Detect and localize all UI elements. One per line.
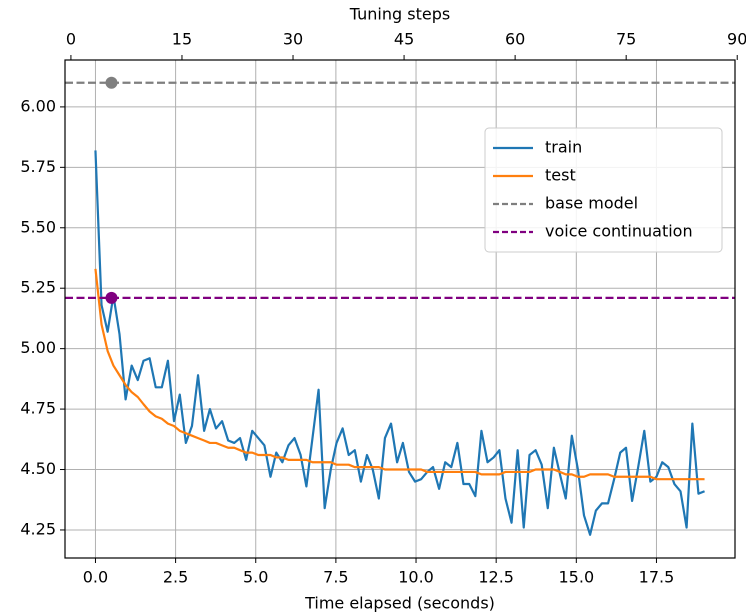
y-tick-label: 5.50 bbox=[20, 217, 56, 236]
x-tick-label: 5.0 bbox=[243, 568, 268, 587]
series-line bbox=[94, 150, 705, 536]
x-tick-label: 17.5 bbox=[639, 568, 675, 587]
y-tick-label: 5.25 bbox=[20, 278, 56, 297]
x-tick-label: 7.5 bbox=[323, 568, 348, 587]
y-tick-label: 6.00 bbox=[20, 96, 56, 115]
x-tick-label: 10.0 bbox=[398, 568, 434, 587]
x2-tick-label: 15 bbox=[172, 30, 192, 49]
x2-tick-label: 60 bbox=[505, 30, 525, 49]
y-tick-label: 5.00 bbox=[20, 338, 56, 357]
y-tick-label: 5.75 bbox=[20, 157, 56, 176]
x2-tick-label: 75 bbox=[616, 30, 636, 49]
x2-tick-label: 90 bbox=[727, 30, 746, 49]
x-tick-label: 0.0 bbox=[83, 568, 108, 587]
x-tick-label: 2.5 bbox=[163, 568, 188, 587]
reference-marker bbox=[105, 76, 118, 89]
x-axis-label: Time elapsed (seconds) bbox=[304, 594, 495, 613]
x2-tick-label: 0 bbox=[66, 30, 76, 49]
legend-label: train bbox=[545, 138, 582, 157]
x2-axis-label: Tuning steps bbox=[349, 5, 450, 24]
y-tick-label: 4.50 bbox=[20, 459, 56, 478]
y-tick-label: 4.25 bbox=[20, 519, 56, 538]
series-line bbox=[94, 268, 705, 481]
x2-tick-label: 30 bbox=[283, 30, 303, 49]
legend-label: voice continuation bbox=[545, 222, 693, 241]
x2-tick-label: 45 bbox=[394, 30, 414, 49]
legend: train test base model voice continuation bbox=[484, 127, 723, 253]
y-tick-label: 4.75 bbox=[20, 399, 56, 418]
x-tick-label: 15.0 bbox=[559, 568, 595, 587]
legend-label: test bbox=[545, 166, 576, 185]
plot-frame bbox=[64, 59, 736, 559]
legend-label: base model bbox=[545, 194, 638, 213]
legend-box bbox=[484, 127, 723, 253]
reference-marker bbox=[105, 291, 118, 304]
x-tick-label: 12.5 bbox=[478, 568, 514, 587]
